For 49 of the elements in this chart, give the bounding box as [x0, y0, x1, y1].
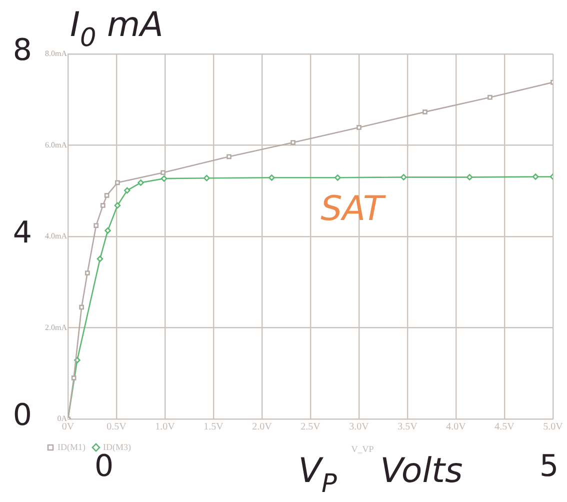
x-tick-label: 3.0V: [349, 422, 370, 433]
text: 5: [539, 448, 559, 484]
point: [334, 174, 341, 181]
point: [204, 174, 210, 182]
text: 0: [12, 398, 32, 433]
point: [488, 94, 492, 100]
point: [532, 174, 539, 180]
y-tick-label: 6.0mA: [45, 140, 68, 150]
point: [124, 187, 130, 194]
point: [104, 193, 110, 198]
point: [79, 304, 84, 310]
x-tick-label: 5.0V: [543, 422, 564, 433]
x-tick-label: 3.5V: [398, 422, 418, 433]
x-tick-label: 2.0V: [252, 422, 273, 433]
point: [268, 174, 275, 181]
x-tick-label: 1.5V: [204, 422, 224, 433]
x-tick-label: 1.0V: [155, 422, 176, 433]
point: [160, 170, 166, 176]
y-tick-label: 0A: [57, 414, 68, 424]
legend-label: ID(M1): [58, 442, 86, 452]
point: [226, 154, 232, 160]
x-tick-label: 2.5V: [300, 422, 322, 433]
y-tick-label: 2.0mA: [45, 322, 68, 332]
y-tick-label: 4.0mA: [45, 232, 68, 241]
point: [356, 125, 362, 130]
text: 8: [12, 32, 32, 68]
x-tick-label: 0.5V: [106, 422, 128, 433]
point: [138, 180, 144, 186]
point: [160, 175, 168, 182]
text: 4: [12, 215, 32, 250]
point: [400, 174, 407, 180]
point: [466, 174, 473, 180]
x-tick-label: 4.5V: [494, 422, 516, 433]
point: [84, 270, 90, 276]
point: [104, 227, 111, 234]
y-tick-label: 8.0mA: [45, 49, 68, 58]
point: [94, 223, 99, 228]
point: [114, 202, 121, 209]
point: [96, 256, 104, 262]
point: [71, 376, 76, 380]
point: [115, 180, 120, 186]
point: [100, 203, 106, 208]
point: [290, 140, 296, 145]
x-tick-label: 0V: [62, 422, 75, 433]
x-axis-title: V_VP: [351, 444, 374, 454]
annotation: SAT: [320, 188, 386, 229]
legend-label: ID(M3): [102, 442, 131, 452]
point: [422, 110, 428, 114]
x-tick-label: 4.0V: [446, 422, 467, 433]
